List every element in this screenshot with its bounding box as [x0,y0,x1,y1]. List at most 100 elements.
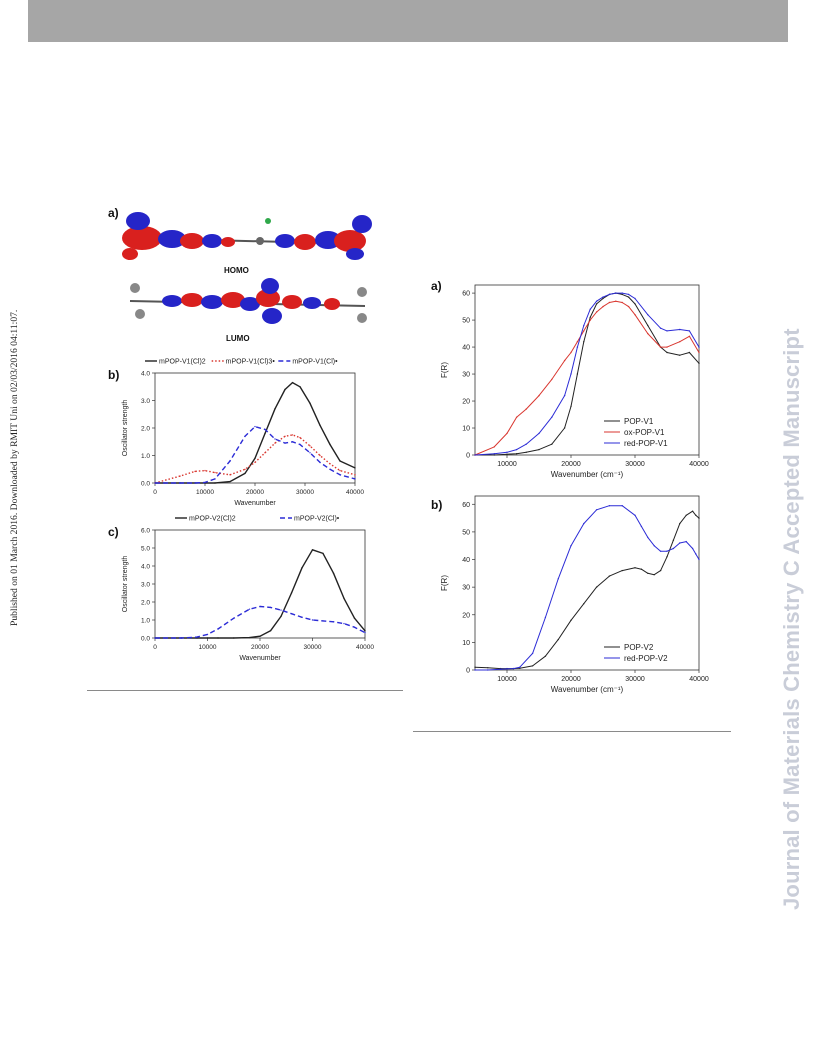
data-point [506,451,508,453]
lumo-lobe-blue [303,297,321,309]
x-axis-label: Wavenumber (cm⁻¹) [551,470,624,479]
fr-spectrum-chart-a: 10000 20000 30000 40000 0 10 20 30 40 50 60 Wavenum… [440,284,709,479]
lumo-lobe-red [181,293,203,307]
homo-lobe-blue [275,234,295,248]
data-point [544,655,547,657]
data-point [551,416,553,418]
data-point [179,482,181,484]
panel-a-label: a) [108,206,119,220]
data-point [284,388,286,391]
lumo-atom [135,309,145,319]
data-point [679,542,681,544]
data-point [685,540,687,543]
data-point [319,461,321,464]
data-point [698,346,700,348]
data-point [259,635,261,637]
data-point [538,394,540,397]
y-tick-label: 3.0 [141,582,150,589]
data-point [672,547,675,550]
panel-b-label: b) [431,498,442,512]
data-point [576,373,579,375]
lumo-lobe-blue [240,297,260,311]
right-figure-divider [413,731,731,732]
data-point [570,619,572,621]
data-point [493,446,495,448]
data-point [691,547,694,550]
data-point [672,539,675,541]
data-point [538,432,540,435]
panel-b-label: b) [108,368,119,382]
data-point [217,628,219,630]
homo-lobe-red [122,226,162,250]
data-point [608,505,611,507]
legend-label: ox-POP-V1 [624,428,665,437]
oscillator-strength-chart-b: 0 10000 20000 30000 40000 0.0 1.0 2.0 3.0 4.0 Wave… [122,359,364,508]
data-point [301,567,303,569]
data-point [615,300,617,302]
lumo-orbital-image [129,278,367,324]
x-tick-label: 40000 [356,644,374,651]
data-point [309,402,311,404]
publication-note-text: Published on 01 March 2016. Downloaded b… [9,309,20,626]
data-point [301,616,303,618]
data-point [679,522,681,525]
data-point [621,292,623,294]
data-point [332,621,335,623]
data-point [589,316,591,319]
data-point [244,435,246,437]
lumo-lobe-blue [261,278,279,294]
data-point [506,432,508,435]
homo-lobe-blue [315,231,341,249]
homo-lobe-red [122,248,138,260]
x-tick-label: 30000 [296,489,314,496]
data-point [233,617,235,619]
homo-lobe-red [334,230,366,252]
data-point [627,305,630,308]
data-point [311,619,314,621]
data-point [531,652,534,655]
series-line [474,510,700,670]
lumo-label: LUMO [226,334,250,343]
legend-label: red-POP-V1 [624,439,668,448]
series-line [475,505,700,671]
x-tick-label: 30000 [625,461,645,468]
data-point [274,438,276,440]
y-axis-label: Oscillator strength [122,556,129,613]
data-point [180,637,182,639]
series-line [155,425,356,484]
lumo-lobe-red [256,289,280,307]
data-point [487,669,489,671]
series-line [155,605,366,639]
y-tick-label: 30 [462,585,470,592]
data-point [666,550,668,552]
lumo-lobe-red [221,292,245,308]
data-point [634,514,636,516]
homo-lobe-red [294,234,316,250]
oscillator-strength-chart-c: 0 10000 20000 30000 40000 0.0 1.0 2.0 3.0 4.0 5.0 6… [122,516,374,663]
data-point [254,461,256,464]
y-tick-label: 4.0 [141,564,150,571]
data-point [595,509,598,511]
data-point [229,474,231,476]
y-tick-label: 50 [462,529,470,536]
x-tick-label: 10000 [497,461,517,468]
y-tick-label: 3.0 [141,398,150,405]
legend-label: mPOP-V1(Cl)• [292,359,338,366]
data-point [659,569,662,572]
data-point [214,478,216,480]
data-point [666,556,668,558]
x-tick-label: 10000 [196,489,214,496]
data-point [679,341,681,343]
data-point [244,472,246,475]
data-point [206,637,209,639]
x-tick-label: 20000 [561,461,581,468]
data-point [608,293,611,296]
y-tick-label: 40 [462,557,470,564]
y-axis-label: F(R) [440,362,449,378]
data-point [244,468,246,470]
homo-atom [265,218,271,224]
header-bar [28,0,788,42]
data-point [269,630,272,632]
data-point [679,328,681,331]
legend-label: red-POP-V2 [624,654,668,663]
